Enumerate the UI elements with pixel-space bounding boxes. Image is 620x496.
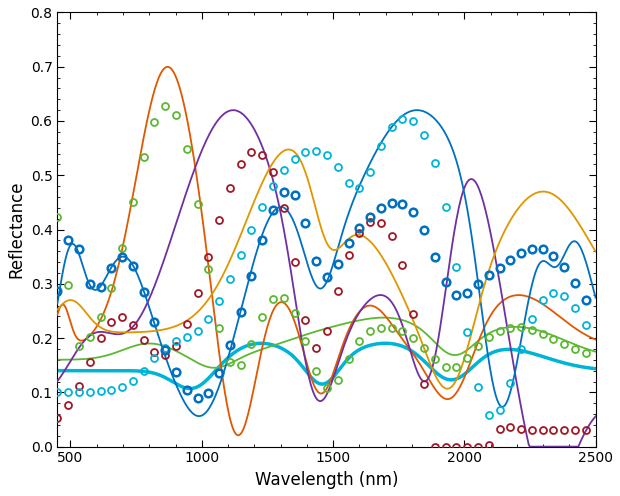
X-axis label: Wavelength (nm): Wavelength (nm): [255, 471, 398, 489]
Y-axis label: Reflectance: Reflectance: [7, 181, 25, 278]
